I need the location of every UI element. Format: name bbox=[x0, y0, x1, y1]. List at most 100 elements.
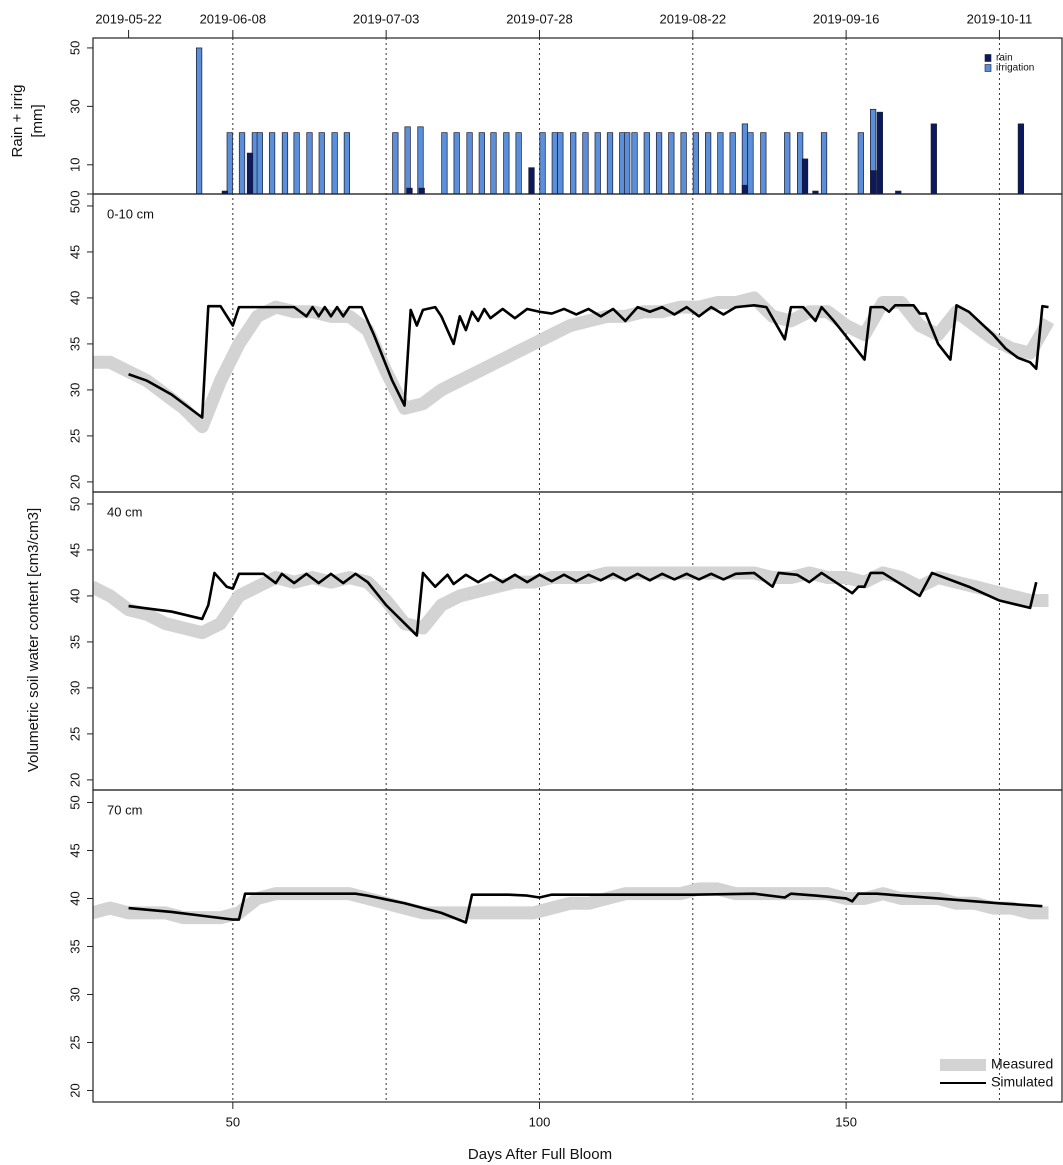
y-tick-label: 20 bbox=[67, 773, 82, 787]
legend-label: Simulated bbox=[991, 1074, 1053, 1090]
bar bbox=[680, 132, 687, 194]
bar bbox=[238, 132, 246, 194]
panel-label: 70 cm bbox=[107, 802, 142, 817]
y-tick-label: 35 bbox=[67, 939, 82, 953]
bar bbox=[268, 132, 276, 194]
panel-label: 40 cm bbox=[107, 504, 142, 519]
bar bbox=[417, 126, 424, 194]
y-tick-label: 25 bbox=[67, 727, 82, 741]
simulated-line bbox=[128, 892, 1043, 924]
plot-area bbox=[195, 47, 1025, 194]
bar bbox=[812, 190, 819, 194]
plot-area bbox=[93, 566, 1049, 640]
bar bbox=[594, 132, 601, 194]
bar bbox=[876, 111, 883, 194]
y-tick-label: 35 bbox=[67, 337, 82, 351]
panel-frame bbox=[92, 37, 1063, 195]
bar bbox=[528, 167, 535, 194]
bar bbox=[515, 132, 522, 194]
x2-tick-label: 2019-07-28 bbox=[506, 11, 573, 26]
simulated-line bbox=[128, 571, 1038, 637]
bar bbox=[857, 132, 864, 194]
bar bbox=[256, 132, 263, 194]
bar bbox=[801, 158, 809, 194]
simulated-line bbox=[128, 303, 1049, 419]
bar bbox=[441, 132, 448, 194]
bar bbox=[705, 132, 712, 194]
y-tick-label: 0 bbox=[67, 190, 82, 197]
bar bbox=[668, 132, 675, 194]
legend-swatch bbox=[984, 54, 992, 62]
bar bbox=[895, 190, 902, 194]
bar bbox=[717, 132, 724, 194]
bar bbox=[869, 108, 877, 194]
y-axis-label: Volumetric soil water content [cm3/cm3] bbox=[25, 508, 42, 772]
bar bbox=[195, 47, 203, 194]
measured-line bbox=[93, 882, 1049, 925]
bar bbox=[692, 132, 699, 194]
bar bbox=[551, 132, 558, 194]
bar bbox=[643, 132, 650, 194]
y-tick-label: 40 bbox=[67, 589, 82, 603]
bar bbox=[404, 126, 411, 194]
x-tick-label: 100 bbox=[529, 1114, 551, 1129]
bar bbox=[478, 132, 485, 194]
bar bbox=[624, 132, 631, 194]
panel-frame bbox=[92, 789, 1063, 1103]
y-tick-label: 35 bbox=[67, 635, 82, 649]
x-tick-label: 150 bbox=[835, 1114, 857, 1129]
bar bbox=[246, 152, 254, 194]
bar bbox=[741, 184, 749, 194]
bar bbox=[930, 123, 937, 194]
y-axis-label: Rain + irrig bbox=[9, 85, 26, 158]
y-tick-label: 20 bbox=[67, 475, 82, 489]
legend-label: irrigation bbox=[996, 63, 1034, 74]
bar bbox=[453, 132, 460, 194]
x-tick-label: 50 bbox=[226, 1114, 240, 1129]
bar bbox=[318, 132, 325, 194]
bar bbox=[293, 132, 300, 194]
x2-tick-label: 2019-08-22 bbox=[660, 11, 727, 26]
bar bbox=[570, 132, 577, 194]
y-tick-label: 40 bbox=[67, 291, 82, 305]
bar bbox=[281, 132, 289, 194]
plot-area bbox=[93, 291, 1055, 434]
bar bbox=[784, 132, 791, 194]
bar bbox=[631, 132, 638, 194]
legend-label: Measured bbox=[991, 1056, 1053, 1072]
bar bbox=[870, 170, 877, 194]
y-tick-label: 50 bbox=[67, 199, 82, 213]
bar bbox=[418, 187, 425, 194]
bar bbox=[606, 132, 614, 194]
bar bbox=[729, 132, 736, 194]
bar bbox=[557, 132, 564, 194]
y-tick-label: 30 bbox=[67, 99, 82, 113]
bar bbox=[760, 132, 767, 194]
bar bbox=[747, 132, 754, 194]
panel-frame bbox=[92, 491, 1063, 791]
legend-swatch bbox=[984, 64, 992, 72]
measured-line bbox=[93, 291, 1055, 434]
y-tick-label: 45 bbox=[67, 843, 82, 857]
x2-tick-label: 2019-07-03 bbox=[353, 11, 420, 26]
plot-area bbox=[93, 882, 1049, 925]
bar bbox=[539, 132, 546, 194]
y-tick-label: 50 bbox=[67, 497, 82, 511]
bar bbox=[221, 190, 228, 194]
bar bbox=[503, 132, 510, 194]
bar bbox=[741, 123, 749, 194]
bar bbox=[406, 187, 413, 194]
x2-tick-label: 2019-10-11 bbox=[967, 11, 1033, 26]
y-tick-label: 45 bbox=[67, 543, 82, 557]
x2-tick-label: 2019-05-22 bbox=[95, 11, 162, 26]
bar bbox=[306, 132, 313, 194]
panel-label: 0-10 cm bbox=[107, 206, 154, 221]
bar bbox=[343, 132, 351, 194]
x-axis-label: Days After Full Bloom bbox=[468, 1146, 612, 1163]
y-tick-label: 50 bbox=[67, 41, 82, 55]
bar bbox=[392, 132, 399, 194]
bar bbox=[820, 132, 828, 194]
bar bbox=[1017, 123, 1025, 194]
